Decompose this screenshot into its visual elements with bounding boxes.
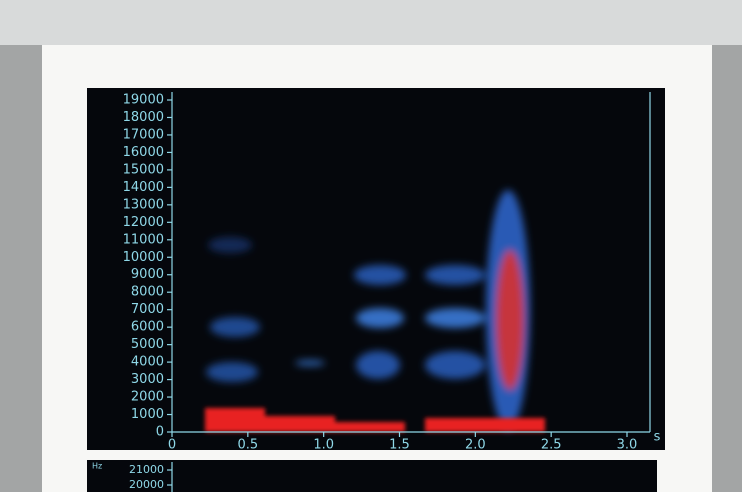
y-tick-label: 4000 xyxy=(131,355,164,370)
x-tick-label: 1.0 xyxy=(313,438,334,453)
y-tick-label: 8000 xyxy=(131,285,164,300)
main-chart: 0 1000 2000 3000 4000 5000 6000 7000 8000 9000 100… xyxy=(123,92,661,453)
y-tick-label: 7000 xyxy=(131,302,164,317)
y-tick-label: 20000 xyxy=(129,478,164,491)
x-tick-label: 3.0 xyxy=(617,438,638,453)
x-tick-label: 2.5 xyxy=(541,438,562,453)
y-tick-label: 9000 xyxy=(131,267,164,282)
y-tick-label: 17000 xyxy=(123,127,164,142)
y-axis-label: Hz xyxy=(92,462,102,471)
y-tick-label: 11000 xyxy=(123,232,164,247)
spectrogram-energy xyxy=(206,190,530,430)
lower-screen xyxy=(87,460,657,492)
y-tick-label: 15000 xyxy=(123,162,164,177)
x-tick-label: 0 xyxy=(168,438,176,453)
y-tick-label: 13000 xyxy=(123,197,164,212)
y-tick-label: 2000 xyxy=(131,390,164,405)
y-tick-label: 19000 xyxy=(123,93,164,108)
y-tick-label: 10000 xyxy=(123,250,164,265)
y-tick-label: 18000 xyxy=(123,110,164,125)
y-tick-label: 3000 xyxy=(131,372,164,387)
lower-chart: 20000 21000 Hz xyxy=(92,462,173,492)
y-tick-label: 14000 xyxy=(123,180,164,195)
y-tick-label: 6000 xyxy=(131,320,164,335)
x-tick-label: 2.0 xyxy=(465,438,486,453)
spectrogram-low xyxy=(205,408,545,432)
y-tick-label: 12000 xyxy=(123,215,164,230)
y-tick-label: 5000 xyxy=(131,337,164,352)
y-tick-label: 0 xyxy=(156,425,164,440)
y-tick-label: 16000 xyxy=(123,145,164,160)
x-axis-label: s xyxy=(654,430,661,445)
y-tick-label: 21000 xyxy=(129,463,164,476)
x-tick-label: 0.5 xyxy=(237,438,258,453)
x-tick-label: 1.5 xyxy=(389,438,410,453)
wall-top xyxy=(0,0,742,45)
y-tick-label: 1000 xyxy=(131,407,164,422)
